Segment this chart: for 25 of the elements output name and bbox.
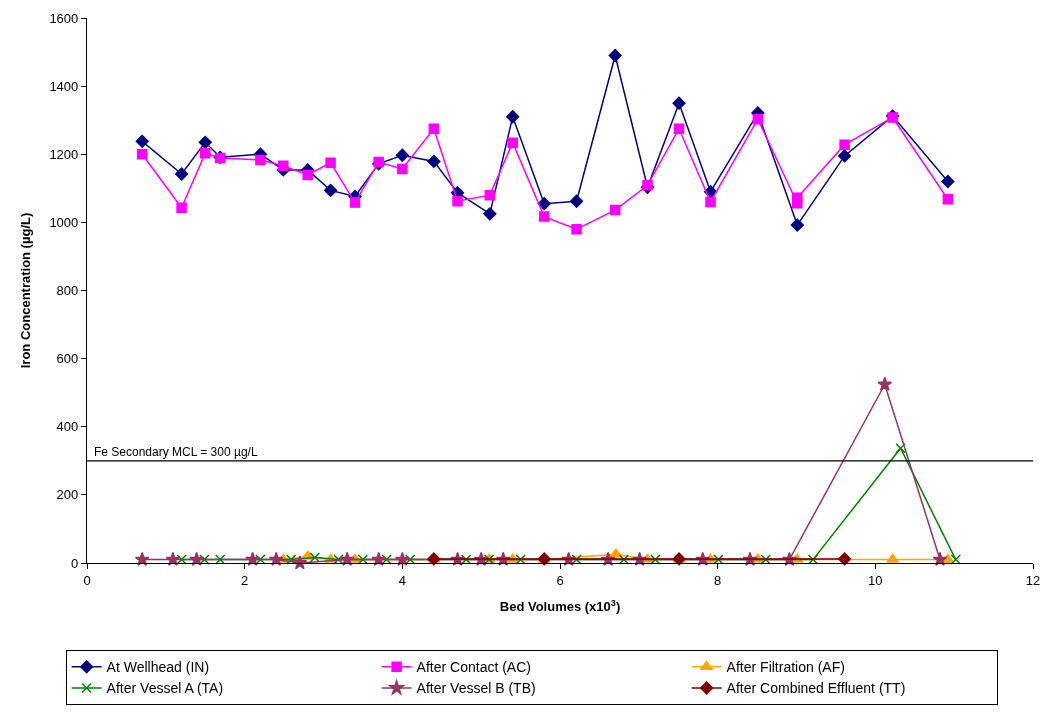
y-tick-label: 1200	[49, 146, 79, 162]
y-tick-label: 400	[56, 419, 79, 435]
x-axis-title: Bed Volumes (x10$^{3}$)	[499, 597, 621, 615]
legend-label: After Contact (AC)	[416, 659, 531, 676]
legend-label: After Combined Effluent (TT)	[726, 680, 906, 697]
x-tick-label: 6	[556, 572, 564, 588]
y-tick-label: 1400	[49, 78, 79, 94]
y-axis-title: Iron Concentration (µg/L)	[18, 212, 34, 369]
legend-label: After Filtration (AF)	[726, 659, 845, 676]
ref-line-label: Fe Secondary MCL = 300 µg/L	[94, 445, 258, 459]
y-tick-label: 200	[56, 487, 79, 503]
y-tick-label: 0	[71, 555, 79, 571]
x-tick-label: 10	[868, 572, 883, 588]
x-tick-label: 2	[241, 572, 249, 588]
y-tick-label: 1600	[49, 10, 79, 26]
y-tick-label: 800	[56, 283, 79, 299]
legend-label: After Vessel B (TB)	[416, 680, 536, 697]
legend-label: After Vessel A (TA)	[106, 680, 224, 697]
x-tick-label: 4	[398, 572, 406, 588]
x-tick-label: 0	[83, 572, 91, 588]
x-tick-label: 8	[714, 572, 722, 588]
y-tick-label: 600	[56, 351, 79, 367]
legend-label: At Wellhead (IN)	[106, 659, 210, 676]
y-tick-label: 1000	[49, 214, 79, 230]
x-tick-label: 12	[1025, 572, 1041, 588]
